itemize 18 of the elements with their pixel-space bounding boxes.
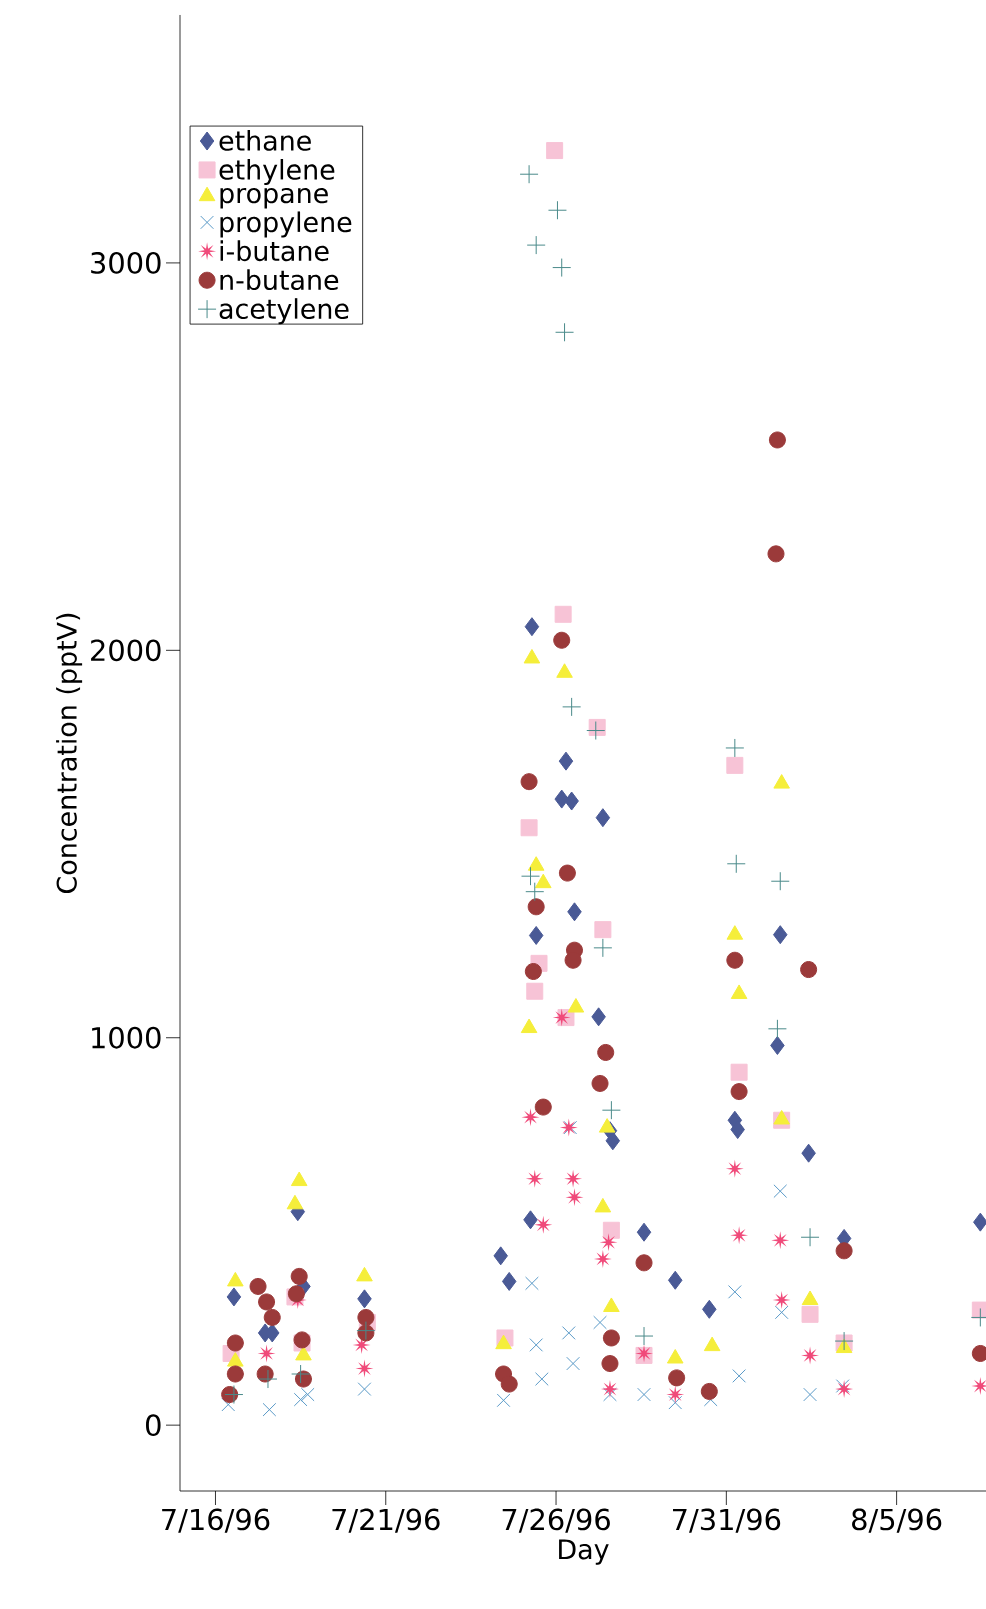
x-tick-label: 7/16/96: [162, 1508, 270, 1533]
legend-label: n-butane: [220, 269, 339, 291]
legend-label: i-butane: [220, 240, 329, 262]
x-tick-label: 8/5/96: [852, 1508, 942, 1533]
y-tick-label: 1000: [92, 1026, 161, 1049]
x-tick-label: 7/26/96: [502, 1508, 610, 1533]
legend-label: ethylene: [219, 158, 335, 186]
x-axis-title: Day: [559, 1539, 609, 1565]
legend-label: propylene: [220, 211, 352, 238]
x-tick-label: 7/31/96: [673, 1508, 781, 1533]
y-axis-title: Concentration (pptV): [56, 613, 83, 893]
legend-label: ethane: [219, 130, 311, 151]
y-tick-label: 2000: [91, 639, 161, 662]
y-tick-label: 3000: [91, 252, 161, 274]
x-tick-label: 7/21/96: [332, 1508, 440, 1533]
legend-label: propane: [220, 187, 328, 209]
y-tick-label: 0: [146, 1414, 161, 1437]
legend-label: acetylene: [219, 298, 349, 325]
